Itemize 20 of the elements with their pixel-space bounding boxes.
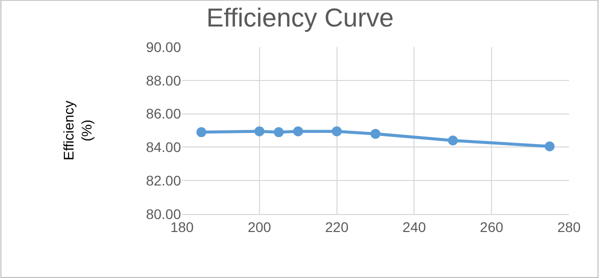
y-tick-label: 90.00 [146,38,182,55]
point [196,127,206,138]
x-tick-label: 220 [325,218,349,235]
point [293,126,304,136]
point [274,127,284,138]
y-axis-title: Efficiency (%) [60,100,95,160]
y-tick-label: 84.00 [146,139,182,156]
point [544,141,555,152]
x-tick-label: 200 [248,218,272,235]
x-tick-label: 280 [557,218,581,235]
point [448,136,458,146]
point [370,128,380,139]
x-tick-label: 260 [480,218,504,235]
y-tick-label: 88.00 [146,72,182,88]
y-tick-label: 86.00 [146,106,182,122]
chart-title: Efficiency Curve [206,2,394,33]
x-tick-label: 240 [402,218,426,235]
y-tick-label: 82.00 [146,172,182,188]
point [332,126,342,136]
point [254,126,264,136]
